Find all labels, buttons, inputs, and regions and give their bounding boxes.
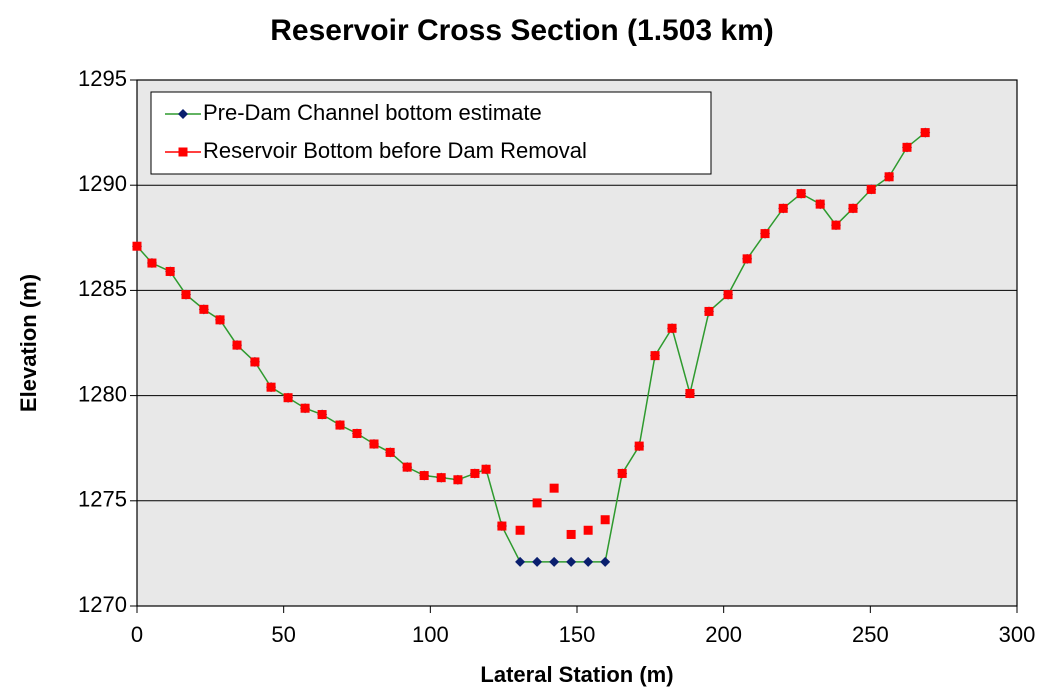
marker bbox=[848, 203, 858, 213]
marker bbox=[250, 357, 260, 367]
chart-title: Reservoir Cross Section (1.503 km) bbox=[270, 14, 774, 47]
marker bbox=[634, 441, 644, 451]
marker bbox=[215, 315, 225, 325]
marker bbox=[470, 468, 480, 478]
marker bbox=[902, 142, 912, 152]
marker bbox=[704, 306, 714, 316]
x-tick-label: 0 bbox=[131, 622, 143, 647]
marker bbox=[436, 473, 446, 483]
marker bbox=[181, 290, 191, 300]
y-tick-label: 1285 bbox=[78, 276, 127, 301]
marker bbox=[583, 525, 593, 535]
x-tick-label: 200 bbox=[705, 622, 742, 647]
x-tick-label: 150 bbox=[559, 622, 596, 647]
marker bbox=[723, 290, 733, 300]
marker bbox=[742, 254, 752, 264]
marker bbox=[232, 340, 242, 350]
marker bbox=[266, 382, 276, 392]
marker bbox=[532, 556, 543, 567]
marker bbox=[369, 439, 379, 449]
marker bbox=[532, 498, 542, 508]
marker bbox=[385, 447, 395, 457]
marker bbox=[335, 420, 345, 430]
y-tick-label: 1275 bbox=[78, 487, 127, 512]
marker bbox=[317, 410, 327, 420]
marker bbox=[617, 468, 627, 478]
marker bbox=[884, 172, 894, 182]
marker bbox=[566, 529, 576, 539]
y-axis-label: Elevation (m) bbox=[16, 274, 41, 412]
marker bbox=[600, 515, 610, 525]
marker bbox=[147, 258, 157, 268]
y-tick-label: 1270 bbox=[78, 592, 127, 617]
x-tick-label: 250 bbox=[852, 622, 889, 647]
legend bbox=[150, 91, 712, 175]
y-tick-label: 1295 bbox=[78, 66, 127, 91]
marker bbox=[650, 351, 660, 361]
marker bbox=[583, 556, 594, 567]
marker bbox=[815, 199, 825, 209]
marker bbox=[419, 471, 429, 481]
plot-frame bbox=[136, 79, 1018, 607]
marker bbox=[778, 203, 788, 213]
marker bbox=[920, 128, 930, 138]
marker bbox=[549, 556, 560, 567]
marker bbox=[667, 323, 677, 333]
marker bbox=[402, 462, 412, 472]
marker bbox=[352, 428, 362, 438]
marker bbox=[566, 556, 577, 567]
legend-label: Pre-Dam Channel bottom estimate bbox=[203, 100, 542, 125]
marker bbox=[866, 184, 876, 194]
marker bbox=[132, 241, 142, 251]
marker bbox=[549, 483, 559, 493]
x-tick-label: 50 bbox=[271, 622, 295, 647]
x-tick-label: 100 bbox=[412, 622, 449, 647]
marker bbox=[300, 403, 310, 413]
marker bbox=[831, 220, 841, 230]
marker bbox=[600, 556, 611, 567]
legend-label: Reservoir Bottom before Dam Removal bbox=[203, 138, 587, 163]
marker bbox=[199, 304, 209, 314]
x-axis-label: Lateral Station (m) bbox=[480, 662, 673, 687]
marker bbox=[515, 556, 526, 567]
marker bbox=[796, 189, 806, 199]
marker bbox=[481, 464, 491, 474]
legend-marker bbox=[178, 147, 188, 157]
marker bbox=[283, 393, 293, 403]
marker bbox=[760, 229, 770, 239]
legend-marker bbox=[178, 109, 188, 119]
y-tick-label: 1280 bbox=[78, 381, 127, 406]
x-tick-label: 300 bbox=[999, 622, 1036, 647]
marker bbox=[497, 521, 507, 531]
y-tick-label: 1290 bbox=[78, 171, 127, 196]
marker bbox=[453, 475, 463, 485]
marker bbox=[515, 525, 525, 535]
marker bbox=[165, 266, 175, 276]
marker bbox=[685, 388, 695, 398]
